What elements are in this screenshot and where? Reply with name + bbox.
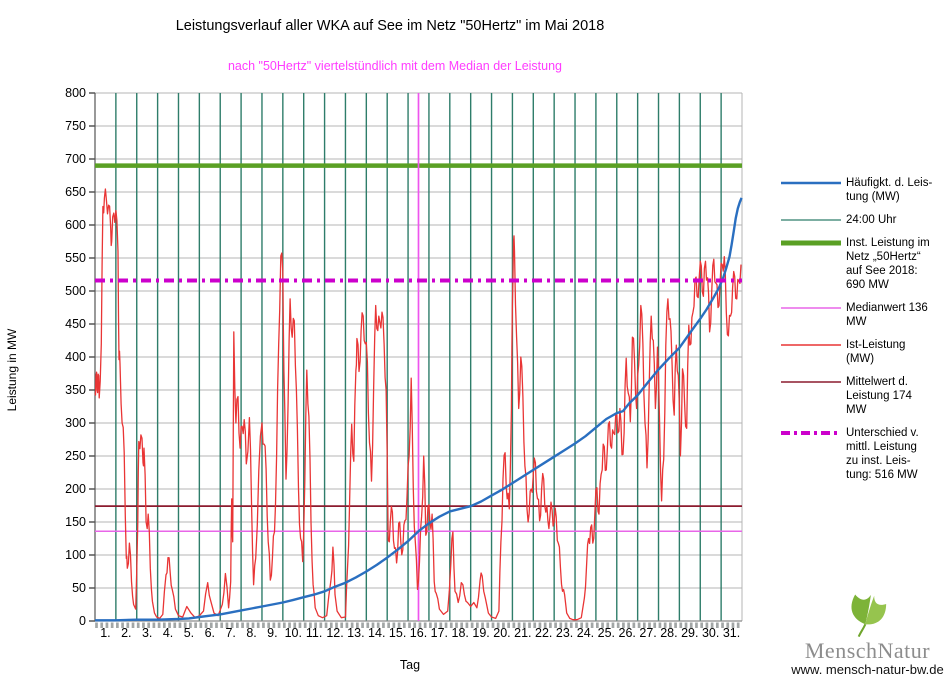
legend-marker-mittelwert-line bbox=[781, 381, 841, 383]
y-tick-label: 0 bbox=[79, 614, 86, 628]
x-tick-label: 21. bbox=[514, 626, 532, 640]
y-tick-label: 800 bbox=[65, 86, 86, 100]
x-tick-label: 29. bbox=[681, 626, 699, 640]
x-tick-label: 19. bbox=[472, 626, 490, 640]
x-tick-label: 17. bbox=[430, 626, 449, 640]
x-tick-label: 24. bbox=[576, 626, 595, 640]
ist-leistung-series bbox=[94, 188, 742, 621]
x-tick-label: 25. bbox=[597, 626, 616, 640]
legend-label: 24:00 Uhr bbox=[846, 214, 897, 226]
x-tick-label: 9. bbox=[267, 626, 278, 640]
x-tick-label: 1. bbox=[100, 626, 111, 640]
legend-item-medianwert: Medianwert 136 MW bbox=[781, 301, 943, 329]
x-tick-label: 4. bbox=[162, 626, 174, 640]
y-tick-label: 500 bbox=[65, 284, 86, 298]
legend-marker-ist-leistung-line bbox=[781, 344, 841, 346]
x-tick-label: 2. bbox=[121, 626, 132, 640]
legend-label: Ist-Leistung (MW) bbox=[846, 339, 906, 365]
x-tick-label: 23. bbox=[555, 626, 574, 640]
x-tick-label: 8. bbox=[246, 626, 257, 640]
x-tick-label: 22. bbox=[535, 626, 553, 640]
y-tick-label: 550 bbox=[65, 251, 86, 265]
legend-marker-unterschied-line bbox=[781, 431, 841, 435]
x-tick-label: 7. bbox=[225, 626, 236, 640]
x-tick-label: 5. bbox=[183, 626, 195, 640]
haeufigkeit-series bbox=[95, 197, 743, 622]
y-tick-label: 600 bbox=[65, 218, 86, 232]
legend-item-ist-leistung: Ist-Leistung (MW) bbox=[781, 338, 943, 366]
y-tick-label: 50 bbox=[72, 581, 86, 595]
y-tick-label: 450 bbox=[65, 317, 86, 331]
logo-url: www. mensch-natur-bw.de bbox=[791, 662, 944, 677]
ginkgo-leaf-icon bbox=[851, 594, 887, 638]
legend-label: Mittelwert d. Leistung 174 MW bbox=[846, 376, 912, 416]
legend-item-haeufigkeit: Häufigkt. d. Leis- tung (MW) bbox=[781, 176, 943, 204]
x-tick-label: 14. bbox=[368, 626, 386, 640]
x-tick-label: 20. bbox=[493, 626, 511, 640]
legend-marker-haeufigkeit-line bbox=[781, 181, 841, 185]
x-tick-label: 26. bbox=[618, 626, 636, 640]
x-tick-label: 27. bbox=[639, 626, 657, 640]
y-tick-label: 650 bbox=[65, 185, 86, 199]
y-tick-label: 350 bbox=[65, 383, 86, 397]
legend-item-mitternacht: 24:00 Uhr bbox=[781, 213, 943, 227]
x-tick-label: 3. bbox=[141, 626, 153, 640]
legend-marker-inst-leistung-line bbox=[781, 240, 841, 246]
x-tick-label: 6. bbox=[204, 626, 215, 640]
x-tick-label: 12. bbox=[326, 626, 344, 640]
legend-marker-medianwert-line bbox=[781, 307, 841, 309]
y-tick-label: 100 bbox=[65, 548, 86, 562]
x-tick-label: 15. bbox=[388, 626, 407, 640]
legend: Häufigkt. d. Leis- tung (MW) 24:00 Uhr Ins… bbox=[781, 176, 943, 491]
logo-wordmark: MenschNatur bbox=[804, 638, 931, 663]
x-tick-label: 30. bbox=[701, 626, 720, 640]
x-tick-label: 11. bbox=[305, 626, 323, 640]
y-tick-label: 200 bbox=[65, 482, 86, 496]
legend-item-inst-leistung: Inst. Leistung im Netz „50Hertz“ auf See… bbox=[781, 236, 943, 292]
x-tick-label: 16. bbox=[409, 626, 428, 640]
legend-label: Unterschied v. mittl. Leistung zu inst. … bbox=[846, 427, 919, 481]
y-tick-label: 400 bbox=[65, 350, 86, 364]
x-axis-title: Tag bbox=[399, 658, 421, 672]
legend-item-unterschied: Unterschied v. mittl. Leistung zu inst. … bbox=[781, 426, 943, 482]
y-tick-label: 300 bbox=[65, 416, 86, 430]
legend-label: Inst. Leistung im Netz „50Hertz“ auf See… bbox=[846, 237, 930, 291]
legend-marker-mitternacht-line bbox=[781, 219, 841, 221]
y-tick-label: 750 bbox=[65, 119, 86, 133]
legend-label: Medianwert 136 MW bbox=[846, 302, 928, 328]
page-title: Leistungsverlauf aller WKA auf See im Ne… bbox=[175, 18, 605, 34]
x-tick-label: 18. bbox=[451, 626, 469, 640]
legend-item-mittelwert: Mittelwert d. Leistung 174 MW bbox=[781, 375, 943, 417]
chart-subtitle: nach "50Hertz" viertelstündlich mit dem … bbox=[227, 59, 563, 73]
legend-label: Häufigkt. d. Leis- tung (MW) bbox=[846, 177, 933, 203]
x-tick-label: 31. bbox=[722, 626, 741, 640]
x-tick-label: 10. bbox=[284, 626, 302, 640]
y-tick-label: 250 bbox=[65, 449, 86, 463]
y-tick-label: 150 bbox=[65, 515, 86, 529]
y-tick-label: 700 bbox=[65, 152, 86, 166]
x-tick-label: 28. bbox=[660, 626, 678, 640]
x-tick-label: 13. bbox=[347, 626, 365, 640]
